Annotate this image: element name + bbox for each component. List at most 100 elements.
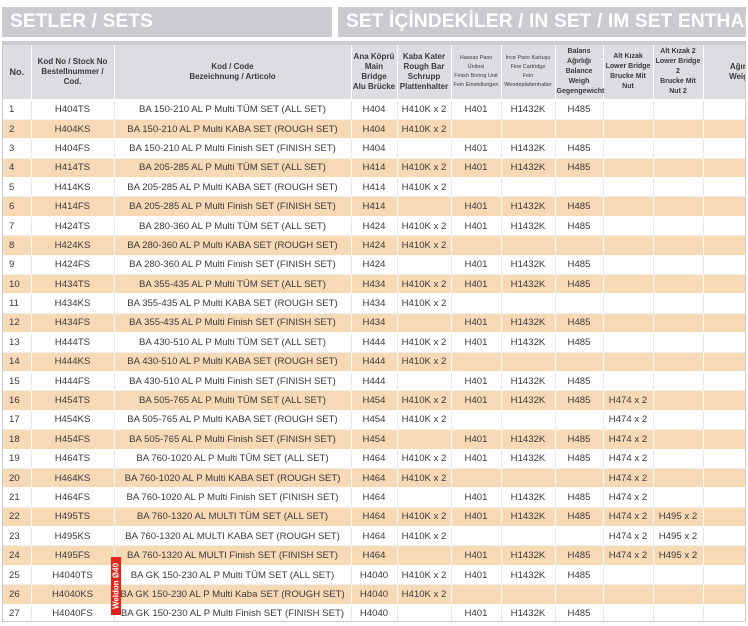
cell-code: BA 205-285 AL P Multi KABA SET (ROUGH SE… xyxy=(114,177,352,198)
table-row: 20 H464KS BA 760-1020 AL P Multi KABA SET … xyxy=(3,468,745,489)
cell-rough: H410K x 2 xyxy=(397,410,452,431)
cell-rough: H410K x 2 xyxy=(397,352,452,372)
cell-fcart xyxy=(501,119,556,140)
cell-main: H454 xyxy=(351,410,398,431)
cell-fine xyxy=(451,526,502,547)
column-header-bal: Balans Ağırlığı Balance Weigh Gegengewicht xyxy=(555,45,604,101)
table-row: 18 H454FS BA 505-765 AL P Multi Finish SET… xyxy=(3,429,745,450)
cell-rough: H410K x 2 xyxy=(397,449,452,469)
cell-kod: H434FS xyxy=(31,313,115,334)
cell-main: H424 xyxy=(351,235,398,256)
cell-code: BA 760-1320 AL MULTI Finish SET (FINISH … xyxy=(114,545,352,566)
cell-rough xyxy=(397,138,452,159)
column-header-line: Weight Gr. xyxy=(729,72,745,81)
table-header-row: No. Kod No / Stock No Bestellnummer / Cod.… xyxy=(3,45,745,101)
cell-fcart: H1432K xyxy=(501,100,556,120)
cell-low2: H495 x 2 xyxy=(653,507,704,528)
table-row: 7 H424TS BA 280-360 AL P Multi TÜM SET (AL… xyxy=(3,216,745,237)
cell-no: 12 xyxy=(3,313,32,334)
cell-wt: 5350 xyxy=(703,119,745,140)
cell-main: H434 xyxy=(351,313,398,334)
cell-bal: H485 xyxy=(555,545,604,566)
sets-table: No. Kod No / Stock No Bestellnummer / Cod.… xyxy=(3,45,745,621)
cell-bal xyxy=(555,352,604,372)
cell-no: 19 xyxy=(3,449,32,469)
cell-code: BA 280-360 AL P Multi KABA SET (ROUGH SE… xyxy=(114,235,352,256)
cell-fcart: H1432K xyxy=(501,545,556,566)
cell-fine: H401 xyxy=(451,507,502,528)
cell-low1 xyxy=(603,216,654,237)
cell-bal: H485 xyxy=(555,507,604,528)
cell-low2 xyxy=(653,390,704,411)
cell-rough: H410K x 2 xyxy=(397,468,452,489)
cell-main: H414 xyxy=(351,177,398,198)
cell-code: BA 355-435 AL P Multi Finish SET (FINISH… xyxy=(114,313,352,334)
table-row: 4 H414TS BA 205-285 AL P Multi TÜM SET (AL… xyxy=(3,158,745,179)
cell-wt: 5300 xyxy=(703,196,745,217)
cell-low2 xyxy=(653,138,704,159)
column-header-line: İnce Paso Kartuşu xyxy=(505,55,551,61)
cell-kod: H454KS xyxy=(31,410,115,431)
column-header-line: Fein Wendeplattenhalter xyxy=(504,73,552,88)
table-row: 1 H404TS BA 150-210 AL P Multi TÜM SET (AL… xyxy=(3,100,745,120)
cell-rough: H410K x 2 xyxy=(397,584,452,605)
cell-bal xyxy=(555,235,604,256)
cell-low2 xyxy=(653,100,704,120)
cell-rough: H410K x 2 xyxy=(397,565,452,586)
table-row: 9 H424FS BA 280-360 AL P Multi Finish SET … xyxy=(3,255,745,276)
cell-fine: H401 xyxy=(451,545,502,566)
column-header-line: Rough Bar xyxy=(403,62,445,71)
cell-low1 xyxy=(603,255,654,276)
cell-bal: H485 xyxy=(555,604,604,621)
cell-main: H434 xyxy=(351,293,398,314)
cell-fine: H401 xyxy=(451,158,502,179)
cell-no: 2 xyxy=(3,119,32,140)
cell-wt: 8650 xyxy=(703,293,745,314)
table-row: 5 H414KS BA 205-285 AL P Multi KABA SET (R… xyxy=(3,177,745,198)
cell-no: 5 xyxy=(3,177,32,198)
cell-no: 14 xyxy=(3,352,32,372)
cell-fine xyxy=(451,177,502,198)
cell-code: BA 205-285 AL P Multi TÜM SET (ALL SET) xyxy=(114,158,352,179)
cell-fine: H401 xyxy=(451,138,502,159)
cell-wt: 19300 xyxy=(703,390,745,411)
cell-low1 xyxy=(603,332,654,353)
cell-rough xyxy=(397,313,452,334)
cell-bal xyxy=(555,293,604,314)
cell-low1: H474 x 2 xyxy=(603,507,654,528)
cell-rough: H410K x 2 xyxy=(397,293,452,314)
cell-wt: 8500 xyxy=(703,216,745,237)
cell-fcart: H1432K xyxy=(501,604,556,621)
cell-rough: H410K x 2 xyxy=(397,274,452,295)
column-header-line: Ana Köprü xyxy=(353,52,395,61)
cell-low1 xyxy=(603,158,654,179)
cell-wt: 4220 xyxy=(703,584,745,605)
cell-low1 xyxy=(603,119,654,140)
cell-fine xyxy=(451,235,502,256)
column-header-fine: Hassas Paso Ünitesi Finish Boring Unit Fein… xyxy=(451,45,502,101)
cell-kod: H495TS xyxy=(31,507,115,528)
cell-rough xyxy=(397,255,452,276)
cell-kod: H434TS xyxy=(31,274,115,295)
column-header-line: Brucke Mit Nut 2 xyxy=(660,78,696,95)
column-header-line: Brucke Mit Nut xyxy=(610,73,646,90)
cell-low2 xyxy=(653,332,704,353)
column-header-main: Ana Köprü Main Bridge Alu Brücke xyxy=(351,45,398,101)
cell-bal: H485 xyxy=(555,487,604,508)
cell-fine: H401 xyxy=(451,371,502,392)
cell-kod: H495KS xyxy=(31,526,115,547)
column-header-line: Fine Cartridge xyxy=(510,64,546,70)
cell-low1 xyxy=(603,352,654,372)
cell-low1: H474 x 2 xyxy=(603,487,654,508)
cell-no: 3 xyxy=(3,138,32,159)
cell-wt: 7300 xyxy=(703,158,745,179)
cell-wt: 7550 xyxy=(703,235,745,256)
cell-code: BA GK 150-230 AL P Multi Kaba SET (ROUGH… xyxy=(114,584,352,605)
cell-low1 xyxy=(603,196,654,217)
cell-fcart xyxy=(501,468,556,489)
cell-main: H434 xyxy=(351,274,398,295)
cell-fine xyxy=(451,119,502,140)
cell-code: BA 150-210 AL P Multi Finish SET (FINISH… xyxy=(114,138,352,159)
cell-main: H4040 xyxy=(351,565,398,586)
column-header-line: Alt Kızak 2 xyxy=(660,48,696,55)
